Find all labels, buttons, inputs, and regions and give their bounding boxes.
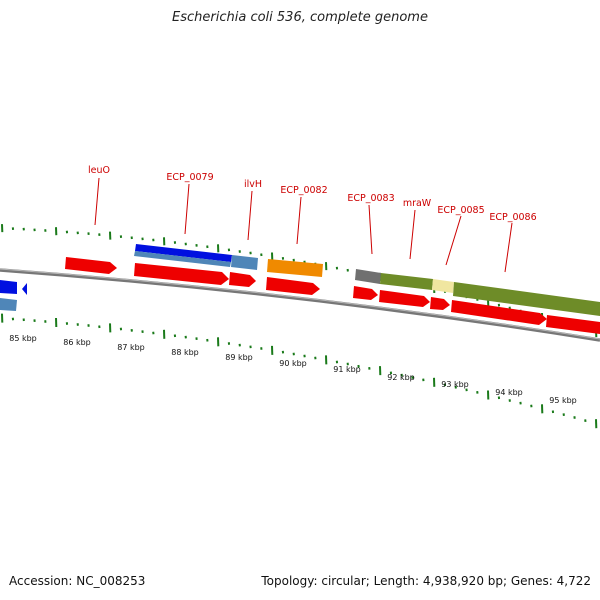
gene-label-ilvh[interactable]: ilvH — [244, 179, 262, 190]
kbp-label: 92 kbp — [387, 373, 415, 382]
cds-bar-yellow[interactable] — [432, 279, 454, 293]
leader-line-ecp-0085 — [445, 215, 462, 266]
leader-line-ecp-0082 — [296, 196, 302, 245]
genome-backbone-highlight — [0, 268, 600, 340]
gene-label-ecp-0085[interactable]: ECP_0085 — [437, 205, 484, 216]
kbp-label: 94 kbp — [495, 388, 523, 397]
kbp-scale: 85 kbp 86 kbp 87 kbp 88 kbp 89 kbp 90 kb… — [9, 334, 577, 405]
cds-bar-gray[interactable] — [355, 269, 381, 284]
accession-text: Accession: NC_008253 — [9, 574, 146, 588]
gene-arrow-next[interactable] — [546, 315, 600, 334]
gene-arrow-leuo[interactable] — [65, 257, 117, 274]
gene-arrow-ecp-0082[interactable] — [266, 277, 320, 295]
gene-label-ecp-0079[interactable]: ECP_0079 — [166, 172, 213, 183]
kbp-label: 88 kbp — [171, 348, 199, 357]
kbp-label: 93 kbp — [441, 380, 469, 389]
kbp-label: 86 kbp — [63, 338, 91, 347]
leader-line-ilvh — [247, 190, 253, 241]
cds-bar-blue[interactable] — [135, 244, 232, 262]
gene-callouts: leuO ECP_0079 ilvH ECP_0082 ECP_0083 mra… — [88, 165, 537, 273]
leader-line-leuo — [94, 177, 100, 226]
gene-label-leuo[interactable]: leuO — [88, 165, 110, 176]
leader-line-ecp-0083 — [368, 204, 373, 255]
map-title: Escherichia coli 536, complete genome — [172, 10, 428, 25]
gene-track — [65, 257, 600, 334]
cds-bar-steel-ilvh[interactable] — [231, 255, 258, 270]
gene-arrow-ecp-0085[interactable] — [430, 297, 450, 310]
gene-arrow-ecp-0079[interactable] — [134, 263, 229, 285]
gene-label-ecp-0083[interactable]: ECP_0083 — [347, 193, 394, 204]
kbp-label: 95 kbp — [549, 396, 577, 405]
gene-arrow-ilvh[interactable] — [229, 272, 256, 287]
gene-arrow-ecp-0086[interactable] — [451, 300, 547, 325]
leader-line-ecp-0079 — [184, 183, 190, 235]
gene-label-mraw[interactable]: mraW — [403, 198, 432, 209]
kbp-label: 87 kbp — [117, 343, 145, 352]
cds-track — [0, 244, 600, 316]
genome-backbone — [0, 268, 600, 342]
gene-label-ecp-0086[interactable]: ECP_0086 — [489, 212, 536, 223]
kbp-label: 90 kbp — [279, 359, 307, 368]
cds-bar-orange[interactable] — [267, 259, 323, 277]
leader-line-mraw — [409, 209, 416, 260]
cds-bar-steel[interactable] — [134, 251, 231, 267]
cds-bar-left-blue[interactable] — [0, 280, 17, 294]
kbp-label: 85 kbp — [9, 334, 37, 343]
bottom-tick-track — [1, 313, 598, 429]
leader-line-ecp-0086 — [504, 222, 513, 273]
cds-bar-olive-0086[interactable] — [453, 282, 600, 316]
gene-arrow-ecp-0083[interactable] — [353, 286, 378, 300]
gene-label-ecp-0082[interactable]: ECP_0082 — [280, 185, 327, 196]
kbp-label: 89 kbp — [225, 353, 253, 362]
summary-text: Topology: circular; Length: 4,938,920 bp… — [261, 574, 591, 588]
left-arrow-marker — [22, 283, 27, 295]
kbp-label: 91 kbp — [333, 365, 361, 374]
cds-bar-left-steel[interactable] — [0, 298, 17, 311]
gene-arrow-mraw[interactable] — [379, 290, 430, 307]
cds-bar-olive-mraw[interactable] — [380, 273, 433, 290]
